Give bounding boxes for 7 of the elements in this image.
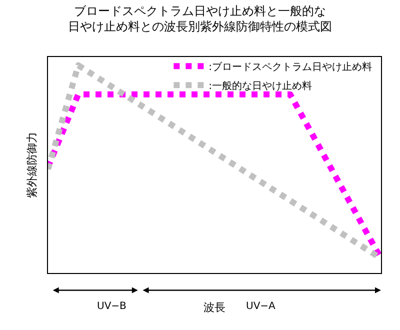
legend-label: :ブロードスペクトラム日やけ止め料 xyxy=(208,61,372,73)
x-axis-title: 波長 xyxy=(204,301,226,314)
chart-title: ブロードスペクトラム日やけ止め料と一般的な日やけ止め料との波長別紫外線防御特性の模式図 xyxy=(68,4,332,34)
y-axis-title: 紫外線防御力 xyxy=(26,132,39,198)
legend-label: :一般的な日やけ止め料 xyxy=(208,80,312,92)
text: UV−B xyxy=(97,301,127,312)
text: UV−A xyxy=(246,301,276,312)
